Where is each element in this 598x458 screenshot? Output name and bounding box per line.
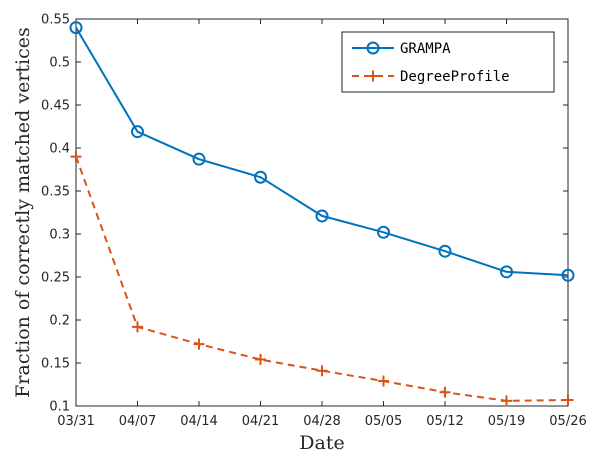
data-point	[438, 244, 452, 258]
y-tick-label: 0.25	[41, 271, 70, 286]
y-tick-label: 0.3	[49, 228, 70, 243]
data-point	[316, 365, 328, 377]
series-degreeprofile	[70, 151, 574, 407]
y-tick-label: 0.45	[41, 99, 70, 114]
legend: GRAMPA DegreeProfile	[341, 31, 555, 93]
data-point	[439, 386, 451, 398]
y-tick-label: 0.4	[49, 142, 70, 157]
x-tick-label: 04/21	[242, 414, 279, 429]
data-point	[561, 268, 575, 282]
data-point	[254, 170, 267, 184]
data-point	[255, 354, 266, 366]
data-point	[193, 338, 205, 350]
x-tick-label: 05/19	[488, 414, 525, 429]
series-line	[75, 27, 569, 277]
data-point	[70, 151, 82, 163]
series-grampa	[69, 21, 575, 282]
legend-label: GRAMPA	[400, 41, 451, 57]
data-point	[562, 394, 574, 406]
data-point	[69, 21, 83, 35]
y-tick-label: 0.2	[49, 314, 70, 329]
series-layer	[69, 21, 575, 407]
legend-item: GRAMPA	[352, 41, 451, 57]
x-axis: 03/31 04/07 04/14 04/21 04/28 05/05 05/12 05/19…	[57, 19, 587, 429]
x-axis-title: Date	[299, 432, 344, 454]
y-tick-label: 0.15	[41, 357, 70, 372]
y-tick-label: 0.55	[41, 13, 70, 28]
legend-item: DegreeProfile	[352, 69, 510, 85]
data-point	[367, 70, 379, 82]
data-point	[378, 375, 389, 387]
data-point	[192, 152, 206, 166]
x-tick-label: 04/14	[180, 414, 217, 429]
legend-box	[341, 31, 555, 93]
y-tick-label: 0.35	[41, 185, 70, 200]
data-point	[377, 225, 390, 239]
x-tick-label: 04/07	[119, 414, 156, 429]
data-point	[132, 321, 143, 333]
x-tick-label: 04/28	[303, 414, 340, 429]
x-tick-label: 05/26	[549, 414, 586, 429]
legend-label: DegreeProfile	[400, 69, 510, 85]
data-point	[501, 395, 512, 407]
x-tick-label: 03/31	[57, 414, 94, 429]
data-point	[315, 209, 329, 223]
x-tick-label: 05/05	[365, 414, 402, 429]
y-tick-label: 0.1	[49, 400, 70, 415]
y-axis-title: Fraction of correctly matched vertices	[12, 27, 34, 398]
data-point	[500, 265, 513, 279]
x-tick-label: 05/12	[426, 414, 463, 429]
y-tick-label: 0.5	[49, 56, 70, 71]
y-axis: 0.1 0.15 0.2 0.25 0.3 0.35 0.4 0.45 0.5 0.55	[41, 13, 568, 415]
data-point	[131, 125, 144, 139]
data-point	[366, 41, 380, 55]
